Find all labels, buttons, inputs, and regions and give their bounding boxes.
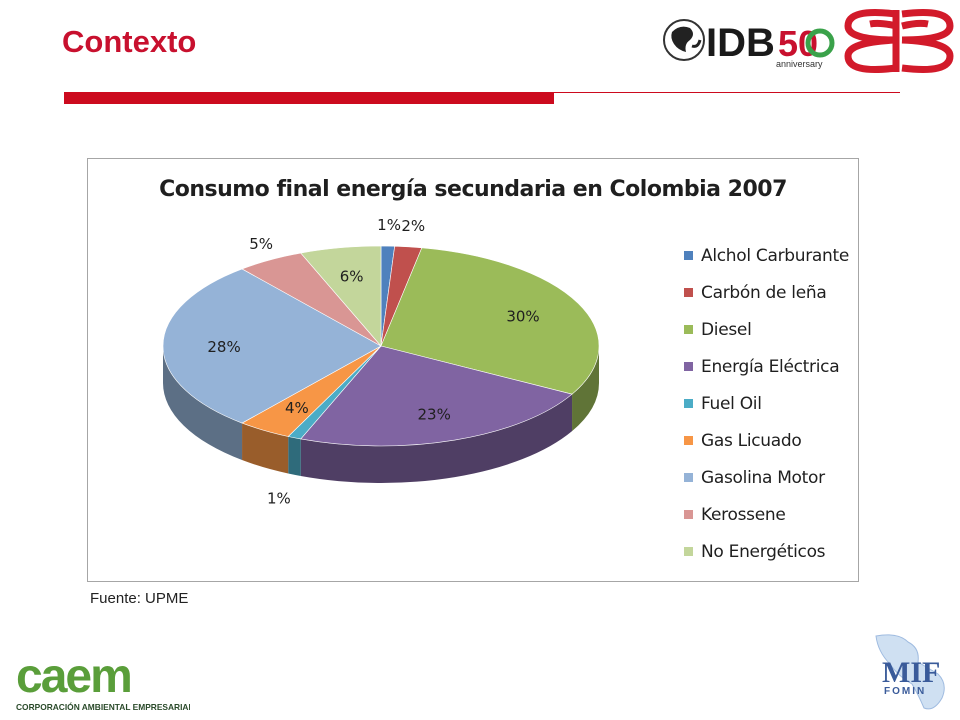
- pie-slice-diesel: [380, 247, 600, 395]
- data-label-alchol-carburante: 1%: [377, 216, 401, 234]
- legend-swatch: [684, 436, 693, 445]
- legend-item: Kerossene: [684, 496, 849, 533]
- fomin-text: FOMIN: [884, 686, 926, 697]
- legend-item: Alchol Carburante: [684, 237, 849, 274]
- chart-title: Consumo final energía secundaria en Colo…: [159, 177, 787, 202]
- data-label-gas-licuado: 4%: [285, 399, 309, 417]
- idb-wordmark: IDB: [706, 21, 775, 65]
- pie-slice-gasolina-motor: [162, 268, 382, 424]
- legend-item: No Energéticos: [684, 533, 849, 570]
- legend-item: Gasolina Motor: [684, 459, 849, 496]
- mif-wordmark: MIF: [882, 656, 940, 689]
- caem-logo: caem CORPORACIÓN AMBIENTAL EMPRESARIAL: [10, 646, 190, 716]
- legend-label: Gasolina Motor: [701, 467, 825, 488]
- data-label-no-energ-ticos: 6%: [340, 267, 364, 285]
- slide-title: Contexto: [62, 24, 197, 59]
- pie-side-diesel: [572, 346, 599, 432]
- legend-item: Diesel: [684, 311, 849, 348]
- chart-frame: Consumo final energía secundaria en Colo…: [87, 158, 859, 582]
- data-label-fuel-oil: 1%: [267, 489, 291, 507]
- pie-chart: 1% 2%30%23%1%4%28%5%6%: [162, 216, 600, 507]
- legend-item: Carbón de leña: [684, 274, 849, 311]
- bid-symbol-logo: [844, 9, 954, 73]
- caem-tagline: CORPORACIÓN AMBIENTAL EMPRESARIAL: [16, 701, 190, 712]
- legend-swatch: [684, 325, 693, 334]
- title-underline-rule: [554, 92, 900, 93]
- caem-wordmark: caem: [16, 650, 131, 703]
- mif-fomin-logo: MIF FOMIN: [868, 628, 956, 716]
- legend-swatch: [684, 473, 693, 482]
- legend-swatch: [684, 251, 693, 260]
- legend-swatch: [684, 510, 693, 519]
- chart-legend: Alchol Carburante Carbón de leña Diesel Ene…: [684, 237, 849, 570]
- pie-side-energ-a-el-ctrica: [300, 394, 573, 483]
- title-underline-bar: [64, 92, 554, 104]
- globe-icon: [663, 19, 705, 61]
- legend-label: Energía Eléctrica: [701, 356, 840, 377]
- data-label-gasolina-motor: 28%: [207, 338, 240, 356]
- data-label-carb-n-de-le-a: 2%: [401, 217, 425, 235]
- pie-side-gasolina-motor: [163, 346, 243, 461]
- legend-label: Diesel: [701, 319, 752, 340]
- source-note: Fuente: UPME: [90, 590, 189, 607]
- data-label-diesel: 30%: [506, 307, 539, 325]
- data-label-energ-a-el-ctrica: 23%: [417, 406, 450, 424]
- legend-swatch: [684, 399, 693, 408]
- data-label-kerossene: 5%: [249, 235, 273, 253]
- legend-label: Gas Licuado: [701, 430, 802, 451]
- legend-swatch: [684, 288, 693, 297]
- idb-fifty: 50: [778, 23, 818, 64]
- legend-swatch: [684, 547, 693, 556]
- idb-anniversary-logo: IDB 50 anniversary: [660, 10, 836, 70]
- idb-anniversary-text: anniversary: [776, 59, 823, 69]
- legend-label: Alchol Carburante: [701, 245, 850, 266]
- pie-slice-energ-a-el-ctrica: [300, 345, 573, 447]
- legend-item: Energía Eléctrica: [684, 348, 849, 385]
- legend-label: No Energéticos: [701, 541, 826, 562]
- legend-item: Fuel Oil: [684, 385, 849, 422]
- pie-side-gas-licuado: [242, 423, 289, 474]
- pie-side-fuel-oil: [288, 436, 301, 476]
- pie-side-walls: [163, 346, 599, 483]
- legend-label: Kerossene: [701, 504, 786, 525]
- legend-swatch: [684, 362, 693, 371]
- legend-item: Gas Licuado: [684, 422, 849, 459]
- legend-label: Carbón de leña: [701, 282, 827, 303]
- legend-label: Fuel Oil: [701, 393, 762, 414]
- pie-slice-no-energ-ticos: [300, 245, 382, 347]
